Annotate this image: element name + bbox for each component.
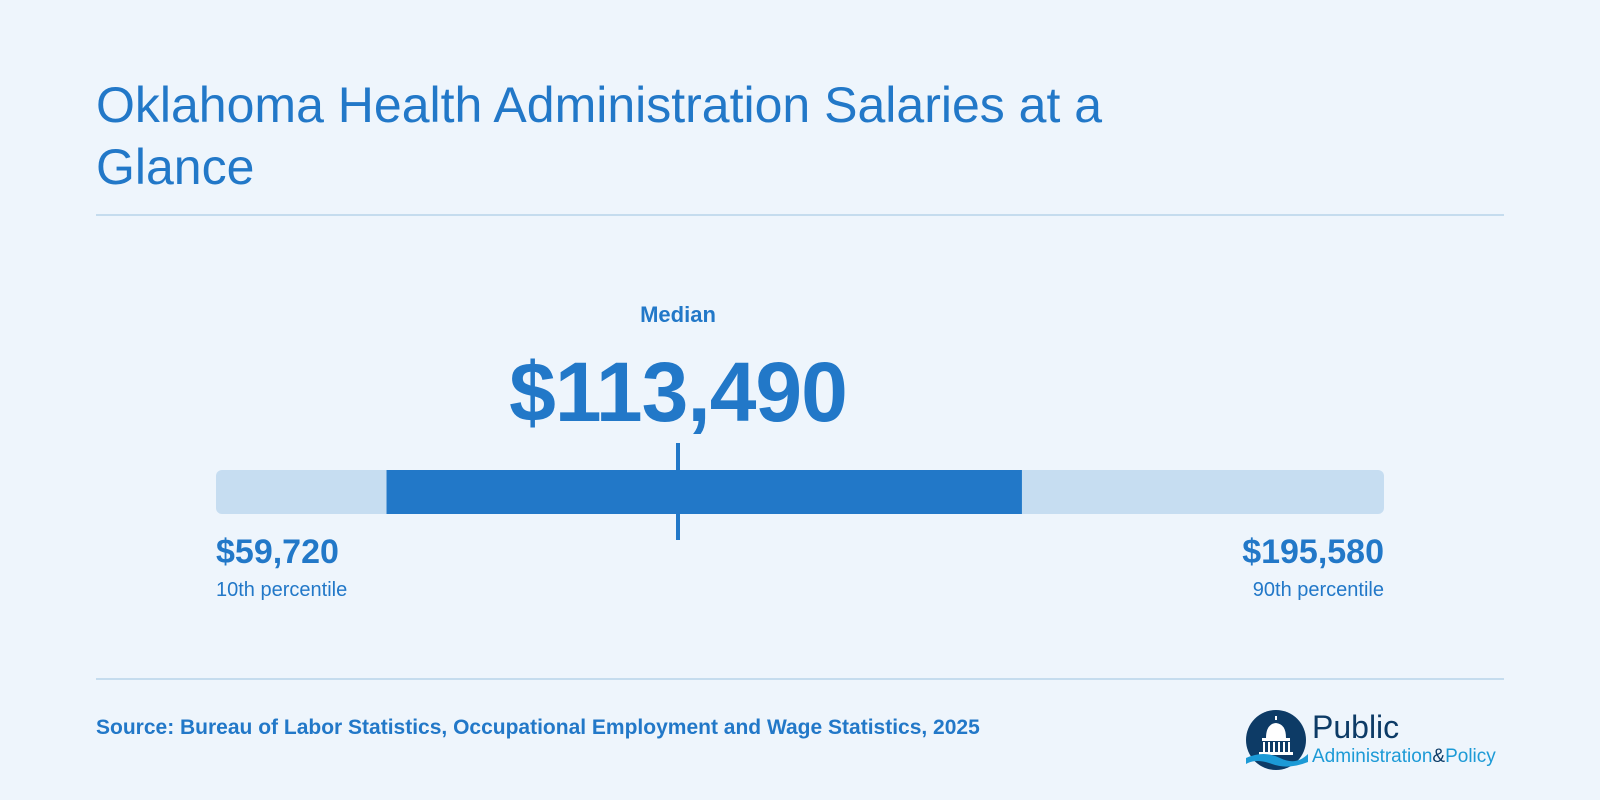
- p10-value: $59,720: [216, 533, 339, 571]
- chart-title: Oklahoma Health Administration Salaries …: [96, 77, 1103, 195]
- p90-value: $195,580: [1242, 533, 1384, 571]
- logo-public-text: Public: [1312, 709, 1400, 745]
- top-divider: [96, 214, 1504, 216]
- p10-label: 10th percentile: [216, 579, 348, 601]
- capitol-dome-icon: [1246, 710, 1308, 770]
- bottom-divider: [96, 678, 1504, 680]
- median-value: $113,490: [509, 345, 848, 439]
- p90-label: 90th percentile: [1252, 579, 1384, 601]
- logo-subtitle: Administration&Policy: [1312, 746, 1496, 768]
- range-fill: [386, 470, 1022, 514]
- source-note: Source: Bureau of Labor Statistics, Occu…: [96, 716, 980, 739]
- brand-logo: Public Administration&Policy: [1244, 708, 1504, 774]
- logo-admin-text: Administration: [1312, 746, 1433, 767]
- median-label: Median: [640, 302, 716, 327]
- logo-amp-text: &: [1432, 746, 1446, 767]
- logo-policy-text: Policy: [1445, 746, 1496, 767]
